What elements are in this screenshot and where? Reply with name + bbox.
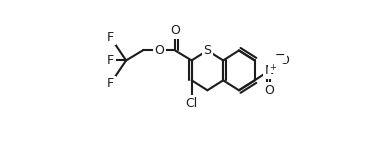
Text: F: F [107, 54, 114, 67]
Text: −: − [275, 49, 286, 62]
Text: F: F [107, 31, 114, 44]
Text: O: O [170, 24, 180, 37]
Text: Cl: Cl [186, 97, 198, 110]
Text: O: O [154, 44, 164, 57]
Text: O: O [280, 54, 290, 67]
Text: F: F [107, 77, 114, 90]
Text: O: O [265, 84, 274, 97]
Text: +: + [269, 62, 276, 72]
Text: S: S [203, 44, 211, 57]
Text: N: N [265, 64, 274, 77]
